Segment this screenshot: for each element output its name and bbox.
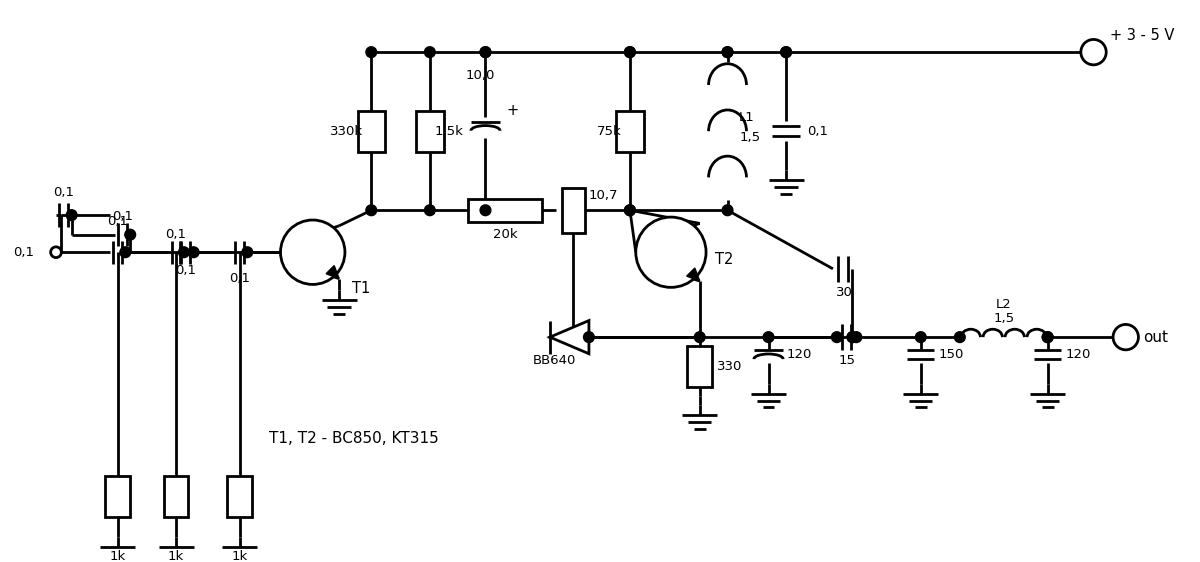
Circle shape [425,205,436,216]
Circle shape [624,205,635,216]
Text: 0,1: 0,1 [13,246,35,259]
Text: 75k: 75k [598,125,622,138]
Text: 10,0: 10,0 [466,70,496,83]
Text: 330: 330 [718,360,743,373]
Polygon shape [550,320,589,353]
Bar [358,111,385,152]
Circle shape [281,220,344,284]
Circle shape [480,47,491,57]
Polygon shape [326,266,340,279]
Circle shape [50,247,61,257]
Text: 0,1: 0,1 [112,210,133,223]
Text: 1k: 1k [168,550,184,562]
Circle shape [1043,332,1054,342]
Circle shape [179,247,190,257]
Text: T2: T2 [715,252,733,267]
Text: 20k: 20k [493,228,517,241]
Circle shape [954,332,965,342]
Circle shape [583,332,594,342]
Circle shape [1043,332,1054,342]
Text: L2: L2 [996,298,1012,311]
Text: T1: T1 [352,281,370,296]
Circle shape [1114,324,1139,350]
Circle shape [781,47,792,57]
Bar [416,111,444,152]
Circle shape [763,332,774,342]
Circle shape [66,210,77,220]
Circle shape [624,47,635,57]
Bar [227,476,252,516]
Bar [164,476,188,516]
Text: 1k: 1k [232,550,247,562]
Circle shape [624,47,635,57]
Circle shape [781,47,792,57]
Text: + 3 - 5 V: + 3 - 5 V [1110,29,1175,43]
Text: 15: 15 [838,355,856,368]
Text: 0,1: 0,1 [166,228,186,241]
Text: 0,1: 0,1 [107,215,128,228]
Text: 330k: 330k [330,125,364,138]
Circle shape [125,229,136,240]
Bar [688,346,713,387]
Circle shape [722,47,733,57]
Text: 120: 120 [786,348,811,361]
Text: 10,7: 10,7 [589,188,618,202]
Text: 120: 120 [1066,348,1091,361]
Bar [562,188,586,233]
Circle shape [847,332,858,342]
Circle shape [242,247,253,257]
Circle shape [425,47,436,57]
Circle shape [366,47,377,57]
Text: +: + [506,103,520,117]
Text: 1,5: 1,5 [994,312,1014,325]
Text: 0,1: 0,1 [175,264,197,277]
Circle shape [480,47,491,57]
Polygon shape [686,268,700,281]
Circle shape [480,205,491,216]
Circle shape [366,205,377,216]
Text: 1,5: 1,5 [739,131,761,144]
Circle shape [832,332,842,342]
Circle shape [722,205,733,216]
Circle shape [1081,39,1106,65]
Circle shape [695,332,706,342]
Text: 150: 150 [938,348,964,361]
Circle shape [120,247,131,257]
Circle shape [851,332,862,342]
Text: 0,1: 0,1 [53,185,74,198]
Circle shape [916,332,926,342]
Text: 1,5k: 1,5k [434,125,463,138]
Bar [617,111,643,152]
Bar [106,476,130,516]
Text: 30: 30 [836,286,853,299]
Circle shape [847,332,858,342]
Circle shape [722,47,733,57]
Text: 1k: 1k [109,550,126,562]
Text: 0,1: 0,1 [229,271,250,284]
Circle shape [636,217,706,287]
Text: BB640: BB640 [533,355,576,368]
Bar [468,198,542,222]
Text: out: out [1144,330,1169,345]
Text: T1, T2 - BC850, KT315: T1, T2 - BC850, KT315 [269,430,438,446]
Text: 0,1: 0,1 [808,125,828,138]
Circle shape [188,247,199,257]
Text: L1: L1 [739,111,755,124]
Circle shape [624,205,635,216]
